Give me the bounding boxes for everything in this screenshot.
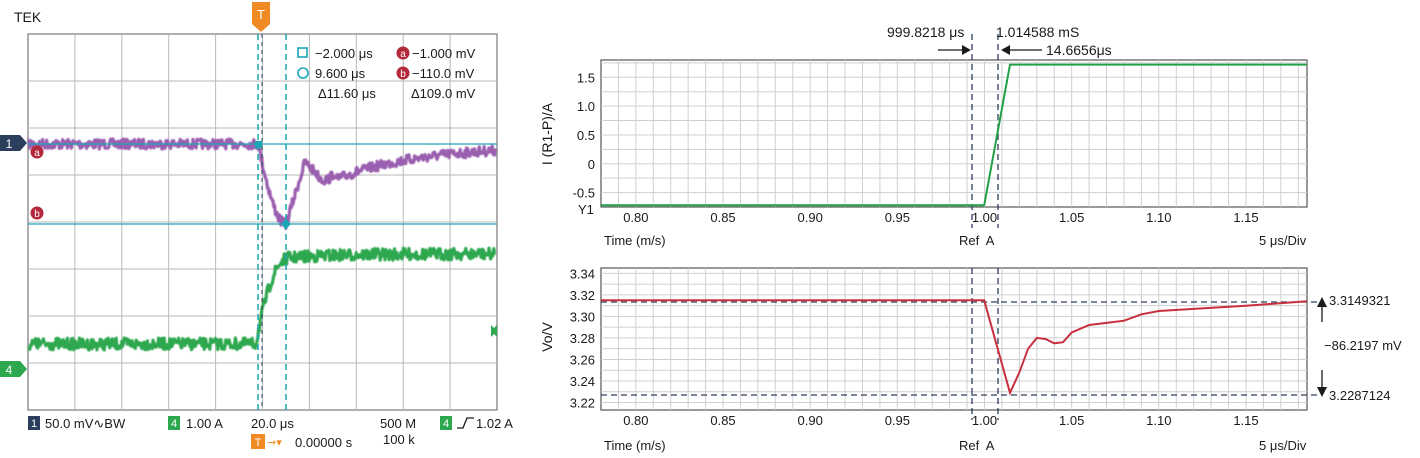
- ch4-setting: 1.00 A: [186, 416, 223, 431]
- sim-y-tick-label: 0: [588, 157, 595, 172]
- cursor-b-level-label: b: [34, 209, 40, 220]
- cursor-a-point: [255, 141, 262, 148]
- cursor-b-level-marker: b: [30, 206, 44, 220]
- ch1-marker-label: 1: [6, 137, 13, 151]
- sim-top-delta-arrows: [938, 45, 1042, 55]
- cursor-a-volt: −1.000 mV: [412, 46, 476, 61]
- scope-grid: [28, 34, 497, 410]
- sim-x-tick-label: 0.90: [798, 210, 823, 225]
- cursor-a-square-icon: [297, 47, 308, 58]
- cursor-b-time: 9.600 μs: [315, 66, 366, 81]
- timebase: 20.0 μs: [251, 416, 294, 431]
- sim-y-tick-label: 3.24: [570, 374, 595, 389]
- ch1-marker: 1: [0, 135, 27, 151]
- sim-x-tick-label: 0.80: [623, 210, 648, 225]
- cursor-b-badge-label: b: [400, 69, 406, 80]
- sim-x-tick-label: 1.15: [1233, 413, 1258, 428]
- sim-top-delta-label: 14.6656μs: [1046, 42, 1112, 58]
- rising-edge-icon: [457, 417, 474, 429]
- sim-top-ylabel: I (R1-P)/A: [539, 102, 555, 165]
- cursor-a-badge-label: a: [400, 49, 406, 60]
- cursor-readout: −2.000 μs 9.600 μs Δ11.60 μs a −1.000 mV…: [297, 46, 476, 101]
- ch4-setting-num: 4: [171, 418, 177, 430]
- sim-bottom-delta-arrows: [1317, 297, 1327, 397]
- sim-x-tick-label: 0.85: [710, 210, 735, 225]
- trig-pos-label: T: [255, 437, 262, 449]
- sim-bottom-ticks: 0.80 0.85 0.90 0.95 1.00 1.05 1.10 1.15 3.22 3.24…: [570, 266, 1259, 428]
- sim-current-series: [601, 63, 1307, 207]
- sim-bottom-div-label: 5 μs/Div: [1259, 438, 1307, 453]
- ch1-setting: 50.0 mV∿BW: [45, 416, 126, 431]
- sim-bottom-frame: [600, 267, 1308, 411]
- sim-bottom-ylabel: Vo/V: [539, 322, 555, 352]
- sim-bottom-delta-label: −86.2197 mV: [1324, 338, 1402, 353]
- trig-arrow-icon: →▾: [267, 436, 282, 449]
- sim-bottom-time-label: Time (m/s): [604, 438, 666, 453]
- cursor-b-circle-icon: [297, 67, 309, 79]
- sim-top-cursor1-label: 999.8218 μs: [887, 24, 964, 40]
- sim-y-tick-label: 1.0: [577, 99, 595, 114]
- ch4-marker-label: 4: [6, 363, 13, 377]
- sim-voltage-panel: 0.80 0.85 0.90 0.95 1.00 1.05 1.10 1.15 3.22 3.24…: [539, 266, 1402, 453]
- sim-x-tick-label: 1.10: [1146, 210, 1171, 225]
- sim-y-tick-label: 3.30: [570, 309, 595, 324]
- sim-voltage-series: [601, 299, 1308, 396]
- sim-x-tick-label: 1.10: [1146, 413, 1171, 428]
- sim-bottom-grid: [601, 268, 1307, 410]
- sim-top-time-label: Time (m/s): [604, 233, 666, 248]
- sim-top-frame: [600, 59, 1308, 208]
- sim-x-tick-label: 1.00: [972, 413, 997, 428]
- sim-y-tick-label: 3.34: [570, 266, 595, 281]
- sim-x-tick-label: 0.95: [885, 210, 910, 225]
- sim-x-tick-label: 0.85: [710, 413, 735, 428]
- sim-y-tick-label: 0.5: [577, 128, 595, 143]
- trigger-marker-label: T: [257, 7, 265, 22]
- cursor-a-level-label: a: [34, 148, 40, 159]
- sim-top-cursor2-label: 1.014588 mS: [996, 24, 1079, 40]
- sim-x-tick-label: 1.00: [972, 210, 997, 225]
- sim-y-tick-label: 3.32: [570, 288, 595, 303]
- cursor-b-badge: [396, 66, 410, 80]
- cursor-b-point: [281, 219, 291, 229]
- ch4-marker: 4: [0, 361, 27, 377]
- sim-top-div-label: 5 μs/Div: [1259, 233, 1307, 248]
- sim-top-y1-label: Y1: [578, 202, 594, 217]
- sim-bottom-low-label: 3.2287124: [1329, 388, 1390, 403]
- sim-y-tick-label: 3.28: [570, 331, 595, 346]
- sim-top-grid: [601, 60, 1307, 207]
- cursor-a-badge: [396, 46, 410, 60]
- record-length: 100 k: [383, 432, 415, 447]
- sim-x-tick-label: 1.05: [1059, 210, 1084, 225]
- cursor-b-volt: −110.0 mV: [412, 66, 475, 81]
- sim-x-tick-label: 0.95: [885, 413, 910, 428]
- scope-brand: TEK: [14, 9, 42, 25]
- trig-source-num: 4: [443, 418, 449, 430]
- sim-x-tick-label: 1.15: [1233, 210, 1258, 225]
- sim-x-tick-label: 0.80: [623, 413, 648, 428]
- sim-bottom-high-label: 3.3149321: [1329, 293, 1390, 308]
- trigger-marker: T: [252, 2, 270, 32]
- sim-top-ticks: 0.80 0.85 0.90 0.95 1.00 1.05 1.10 1.15 -0.5 0 0.5…: [573, 70, 1259, 225]
- ch1-setting-num: 1: [31, 418, 37, 430]
- sim-y-tick-label: 1.5: [577, 70, 595, 85]
- delta-volt: Δ109.0 mV: [411, 86, 476, 101]
- sim-y-tick-label: -0.5: [573, 186, 595, 201]
- sim-y-tick-label: 3.22: [570, 395, 595, 410]
- sim-current-panel: 0.80 0.85 0.90 0.95 1.00 1.05 1.10 1.15 -0.5 0 0.5…: [539, 24, 1308, 248]
- sim-x-tick-label: 1.05: [1059, 413, 1084, 428]
- delta-time: Δ11.60 μs: [318, 86, 376, 101]
- sim-top-ref-label: Ref A: [959, 233, 995, 248]
- trigger-level-marker-2: [491, 325, 497, 337]
- trig-position: 0.00000 s: [295, 435, 353, 450]
- trig-level: 1.02 A: [476, 416, 513, 431]
- sample-rate: 500 M: [380, 416, 416, 431]
- scope-panel: TEK T −2.000 μs 9.600 μs Δ11.60 μs a: [0, 2, 513, 450]
- sim-y-tick-label: 3.26: [570, 352, 595, 367]
- cursor-a-level-marker: a: [30, 145, 44, 159]
- sim-x-tick-label: 0.90: [798, 413, 823, 428]
- scope-settings-bar: 1 50.0 mV∿BW 4 1.00 A 20.0 μs 500 M 100 …: [28, 416, 513, 450]
- cursor-a-time: −2.000 μs: [315, 46, 373, 61]
- sim-bottom-ref-label: Ref A: [959, 438, 995, 453]
